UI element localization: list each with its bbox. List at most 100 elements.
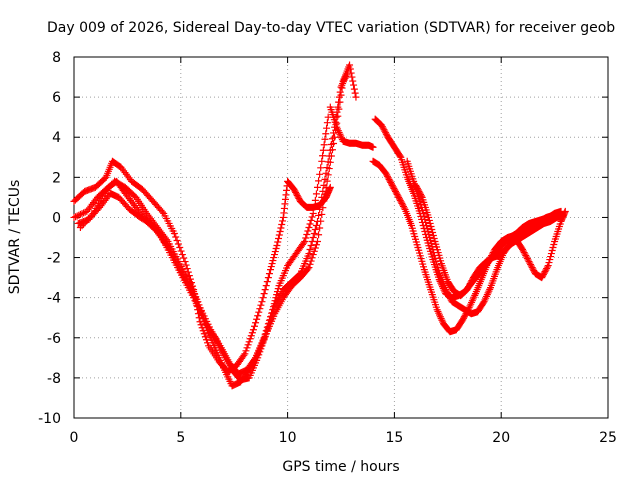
data-point xyxy=(308,213,316,221)
data-point xyxy=(314,238,322,246)
data-point xyxy=(319,146,327,154)
data-point xyxy=(73,212,81,220)
data-point xyxy=(464,284,472,292)
x-tick-label: 5 xyxy=(176,430,185,446)
data-point xyxy=(197,307,205,315)
data-point xyxy=(292,190,300,198)
data-point xyxy=(351,89,359,97)
data-point xyxy=(520,249,528,257)
data-point xyxy=(399,201,407,209)
data-point xyxy=(311,196,319,204)
data-point xyxy=(426,237,434,245)
data-point xyxy=(543,265,551,273)
data-point xyxy=(352,93,360,101)
data-point xyxy=(261,286,269,294)
data-point xyxy=(350,81,358,89)
data-point xyxy=(465,281,473,289)
data-point xyxy=(348,73,356,81)
data-point xyxy=(529,265,537,273)
data-point xyxy=(315,177,323,185)
data-point xyxy=(346,65,354,73)
data-point xyxy=(425,216,433,224)
data-point xyxy=(382,129,390,137)
data-point xyxy=(382,169,390,177)
data-point xyxy=(524,256,532,264)
data-point xyxy=(425,230,433,238)
data-point xyxy=(398,199,406,207)
data-point xyxy=(522,252,530,260)
data-point xyxy=(242,347,250,355)
data-point xyxy=(315,211,323,219)
data-point xyxy=(412,181,420,189)
data-point xyxy=(414,186,422,194)
x-tick-label: 25 xyxy=(599,430,617,446)
y-tick-label: -10 xyxy=(38,411,61,427)
data-point xyxy=(379,124,387,132)
data-point xyxy=(548,247,556,255)
data-point xyxy=(378,123,386,131)
data-point xyxy=(386,177,394,185)
data-point xyxy=(445,292,453,300)
data-point xyxy=(199,314,207,322)
data-point xyxy=(336,98,344,106)
data-point xyxy=(317,164,325,172)
data-point xyxy=(423,224,431,232)
data-point xyxy=(429,231,437,239)
data-point xyxy=(543,263,551,271)
data-point xyxy=(460,313,468,321)
data-point xyxy=(413,184,421,192)
data-point xyxy=(279,217,287,225)
data-point xyxy=(322,130,330,138)
data-point xyxy=(323,124,331,132)
data-point xyxy=(172,233,180,241)
data-point xyxy=(306,246,314,254)
data-point xyxy=(389,183,397,191)
data-point xyxy=(381,127,389,135)
data-point xyxy=(417,192,425,200)
data-point xyxy=(331,133,339,141)
data-point xyxy=(335,105,343,113)
data-point xyxy=(328,146,336,154)
data-point xyxy=(390,184,398,192)
series-track-4 xyxy=(76,61,360,390)
x-tick-label: 15 xyxy=(385,430,403,446)
data-point xyxy=(201,320,209,328)
data-point xyxy=(177,247,185,255)
data-point xyxy=(528,264,536,272)
data-point xyxy=(433,261,441,269)
data-point xyxy=(383,171,391,179)
data-point xyxy=(173,237,181,245)
data-point xyxy=(349,77,357,85)
data-point xyxy=(267,266,275,274)
data-point xyxy=(384,174,392,182)
data-point xyxy=(198,311,206,319)
y-tick-label: -2 xyxy=(47,251,61,267)
data-point xyxy=(76,210,84,218)
data-point xyxy=(388,181,396,189)
data-point xyxy=(392,189,400,197)
data-point xyxy=(272,245,280,253)
data-point xyxy=(273,242,281,250)
data-point xyxy=(426,234,434,241)
series-track-5 xyxy=(326,103,377,151)
data-point xyxy=(338,84,346,92)
data-point xyxy=(309,209,317,217)
data-point xyxy=(396,152,404,160)
data-point xyxy=(307,216,315,224)
data-point xyxy=(274,238,282,246)
data-point xyxy=(276,227,284,235)
data-point xyxy=(323,177,331,185)
data-point xyxy=(385,175,393,183)
data-points xyxy=(70,61,569,390)
data-point xyxy=(369,143,377,151)
data-point xyxy=(252,319,260,327)
data-point xyxy=(257,301,265,309)
data-point xyxy=(248,329,256,337)
data-point xyxy=(72,213,80,221)
data-point xyxy=(310,203,318,211)
data-point xyxy=(319,152,327,160)
data-point xyxy=(240,351,248,359)
data-point xyxy=(260,290,268,298)
